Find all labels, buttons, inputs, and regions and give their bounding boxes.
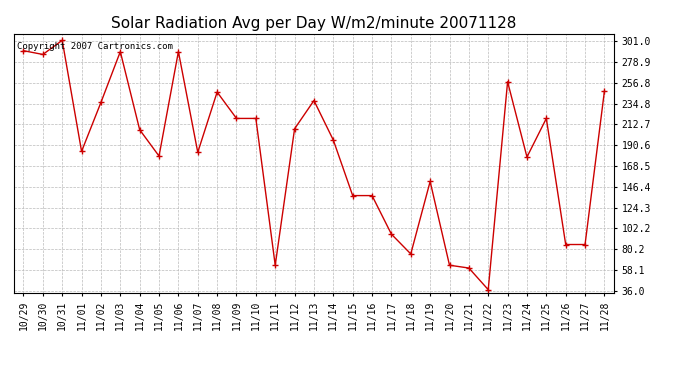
Text: Copyright 2007 Cartronics.com: Copyright 2007 Cartronics.com [17,42,172,51]
Title: Solar Radiation Avg per Day W/m2/minute 20071128: Solar Radiation Avg per Day W/m2/minute … [111,16,517,31]
